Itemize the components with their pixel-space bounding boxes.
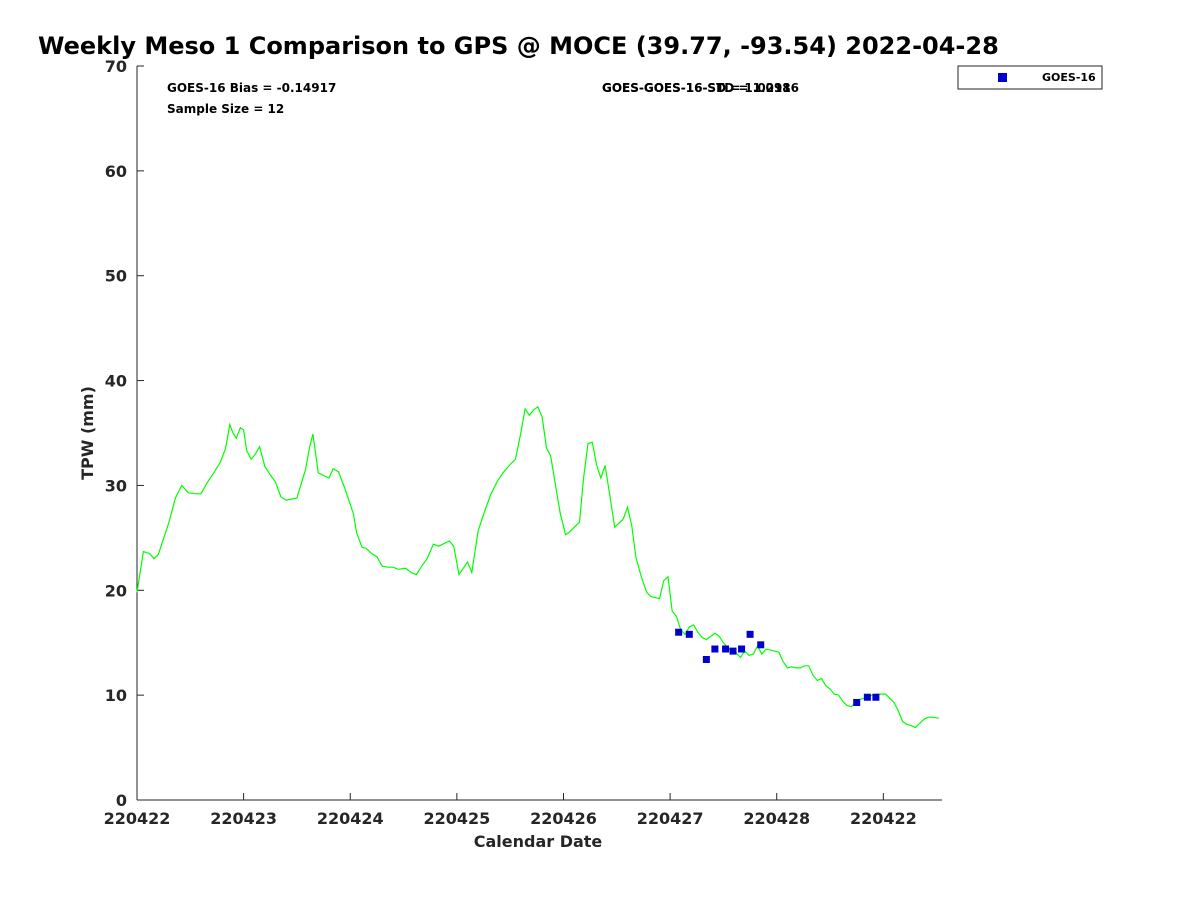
y-tick-label: 20 [105, 581, 127, 600]
goes16-point [685, 630, 693, 638]
y-tick-label: 0 [116, 791, 127, 810]
legend: GOES-16 [957, 65, 1103, 90]
goes16-point [853, 698, 861, 706]
y-ticks: 0 10 20 30 40 50 60 70 [105, 57, 144, 810]
y-tick-label: 60 [105, 162, 127, 181]
x-tick-label: 220427 [637, 809, 704, 828]
goes16-point [711, 645, 719, 653]
goes16-point [738, 645, 746, 653]
legend-marker-goes16 [998, 73, 1007, 82]
y-tick-label: 30 [105, 476, 127, 495]
legend-label-goes16: GOES-16 [1042, 71, 1096, 84]
sample-size-annotation: Sample Size = 12 [167, 102, 284, 116]
std-annotation: GOES-GOES-16-STD = 1.0186 [602, 81, 799, 95]
goes16-point [729, 647, 737, 655]
y-tick-label: 40 [105, 372, 127, 391]
sd-annotation: GOES-GOES-16-SD = 1.0291 [602, 81, 791, 95]
x-tick-label: 220422 [850, 809, 917, 828]
x-tick-label: 220422 [104, 809, 171, 828]
goes16-point [746, 630, 754, 638]
goes16-point [863, 693, 871, 701]
goes16-point [722, 645, 730, 653]
legend-box [957, 65, 1103, 90]
y-axis-label: TPW (mm) [78, 386, 97, 480]
x-tick-label: 220425 [423, 809, 490, 828]
x-tick-label: 220424 [317, 809, 384, 828]
plot-frame [136, 66, 942, 801]
x-tick-label: 220423 [210, 809, 277, 828]
y-tick-label: 50 [105, 267, 127, 286]
gps-tpw-line [136, 405, 939, 729]
x-tick-label: 220428 [743, 809, 810, 828]
y-tick-label: 10 [105, 686, 127, 705]
goes16-point [757, 641, 765, 649]
goes16-point [675, 628, 683, 636]
goes16-point [872, 693, 880, 701]
chart-title: Weekly Meso 1 Comparison to GPS @ MOCE (… [38, 32, 999, 60]
series-layer [136, 405, 939, 729]
x-axis-label: Calendar Date [474, 832, 603, 851]
x-tick-label: 220426 [530, 809, 597, 828]
bias-annotation: GOES-16 Bias = -0.14917 [167, 81, 336, 95]
goes16-point [702, 655, 710, 663]
y-tick-label: 70 [105, 57, 127, 76]
x-ticks: 220422 220423 220424 220425 220426 220427 2204… [104, 793, 917, 828]
